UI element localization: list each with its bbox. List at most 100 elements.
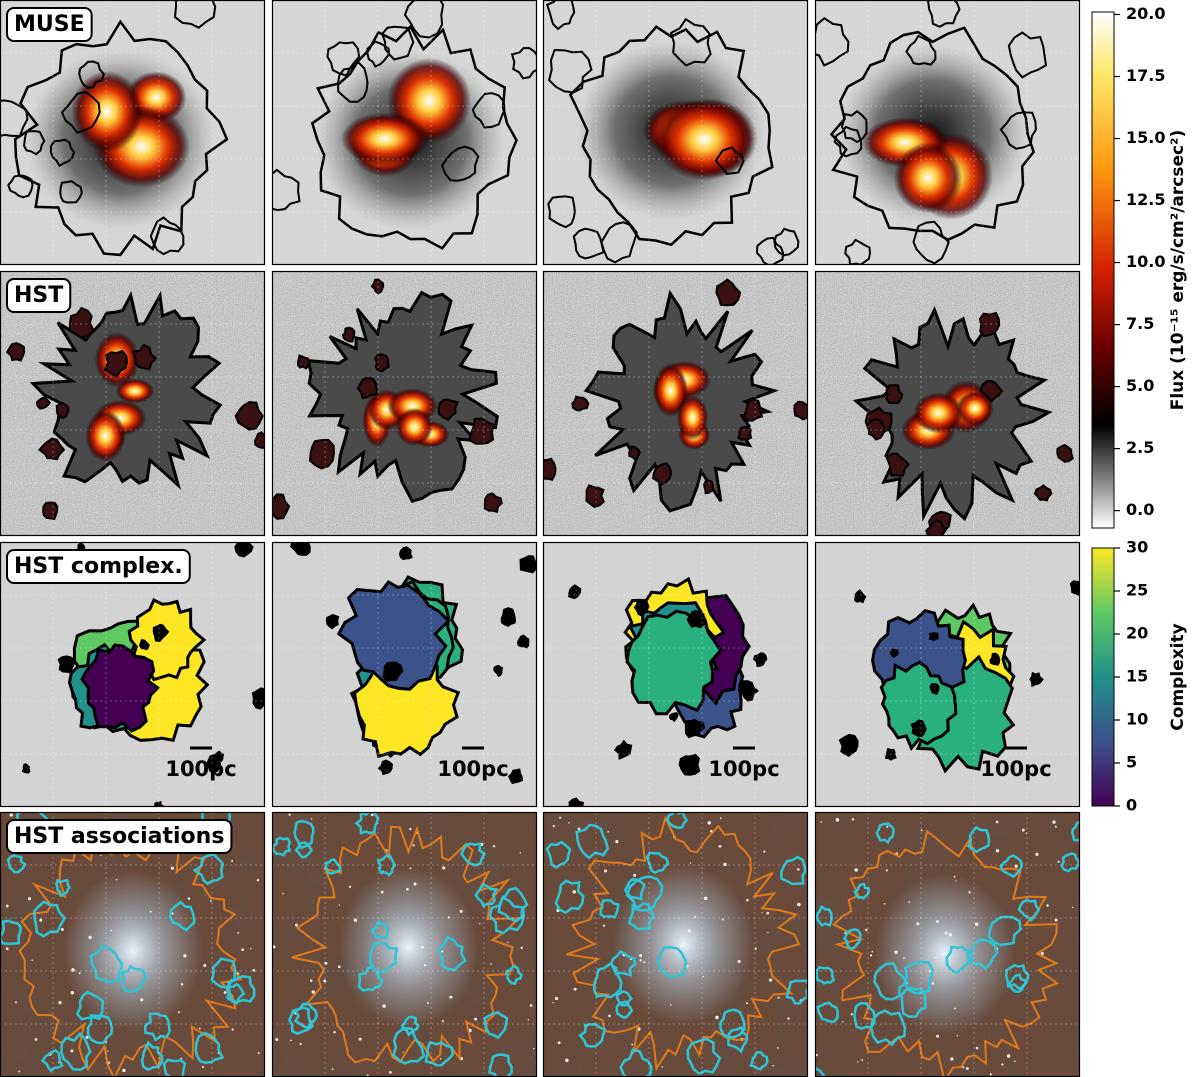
association (504, 964, 523, 985)
complex-region (737, 680, 759, 702)
star (348, 885, 352, 888)
complex-region (139, 639, 150, 651)
star (607, 830, 609, 833)
star (702, 975, 705, 978)
region (652, 462, 673, 486)
star (519, 852, 521, 854)
colorbar-tick-label: 20.0 (1126, 4, 1165, 23)
star (402, 1051, 404, 1053)
region (715, 278, 742, 307)
association (853, 882, 870, 900)
complex-region (614, 739, 633, 760)
contour (510, 46, 537, 80)
association (945, 945, 974, 975)
star (490, 963, 492, 965)
complex-region (508, 768, 523, 785)
association (1004, 963, 1030, 991)
colorbar-tick-label: 20 (1126, 624, 1148, 643)
contour (366, 40, 391, 68)
star (257, 1051, 260, 1054)
star (715, 1015, 719, 1020)
contour (149, 216, 185, 256)
star (310, 818, 313, 820)
complex-region (989, 652, 1001, 666)
star (527, 1018, 530, 1021)
colorbar-tick-label: 5.0 (1126, 376, 1154, 395)
association (719, 1008, 746, 1039)
star (869, 954, 873, 957)
scale-label: 100pc (165, 757, 236, 781)
contour (600, 221, 638, 264)
star-glow (874, 873, 1015, 1034)
star (565, 1058, 569, 1063)
star (954, 1007, 956, 1010)
region (131, 343, 158, 371)
star (687, 929, 691, 933)
row-label-box (6, 278, 72, 313)
complex-region (668, 712, 679, 723)
colorbar (1091, 547, 1115, 807)
region (42, 501, 59, 520)
star (412, 844, 415, 847)
contour (49, 138, 76, 168)
colorbar-tick-label: 10.0 (1126, 252, 1165, 271)
contour (815, 17, 850, 67)
star (639, 959, 642, 962)
star (337, 965, 341, 969)
association (575, 823, 610, 860)
star (183, 954, 187, 958)
association (987, 915, 1023, 947)
star (71, 968, 75, 972)
association (474, 883, 499, 908)
star (389, 1071, 392, 1074)
association (843, 927, 862, 951)
star (288, 813, 291, 816)
association (140, 1040, 164, 1072)
star (5, 904, 9, 908)
complex-region (398, 546, 413, 561)
emission-core (676, 395, 709, 441)
star-glow (338, 867, 479, 1028)
contour (566, 815, 801, 1072)
contour (844, 238, 872, 265)
emission-core (653, 363, 689, 418)
region (356, 376, 378, 400)
association (357, 966, 384, 992)
contour (60, 91, 101, 134)
association (578, 1023, 607, 1048)
region (885, 452, 911, 477)
contour (381, 25, 415, 61)
star (559, 816, 562, 819)
star (492, 844, 496, 848)
association (368, 941, 399, 975)
contour (440, 145, 480, 182)
star (459, 909, 463, 913)
star (689, 862, 692, 864)
complex-region (493, 664, 504, 678)
star (761, 912, 763, 914)
row-label-box (6, 7, 93, 42)
colorbar (1091, 11, 1115, 529)
association (780, 855, 807, 886)
complex-region (516, 634, 530, 649)
region (5, 342, 26, 362)
star (294, 923, 298, 927)
star (763, 850, 766, 853)
emission-core (655, 98, 754, 181)
star (209, 900, 212, 902)
star (857, 1061, 859, 1063)
association (6, 854, 27, 874)
association (816, 1001, 839, 1023)
star (975, 1046, 979, 1050)
star (670, 1004, 672, 1006)
star (680, 944, 684, 948)
complex-region (678, 753, 701, 776)
star (1021, 828, 1025, 832)
star (572, 890, 576, 894)
star (787, 1017, 790, 1020)
contour (78, 60, 105, 89)
star (552, 825, 555, 828)
colorbar-tick-label: 0 (1126, 796, 1137, 815)
association (288, 1006, 314, 1036)
star (639, 953, 643, 958)
